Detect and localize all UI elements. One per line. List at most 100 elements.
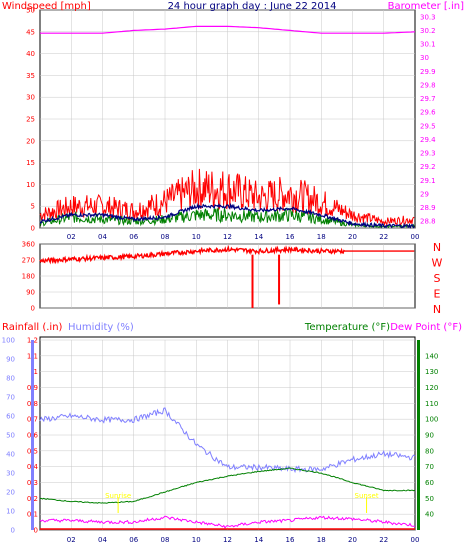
humidity-tick-label: 70 <box>6 394 15 402</box>
hour-tick-label: 08 <box>161 536 170 544</box>
temperature-line <box>39 467 416 504</box>
humidity-axis-label: Humidity (%) <box>68 322 134 333</box>
hour-tick-label: 20 <box>348 536 357 544</box>
barometer-tick-label: 28.8 <box>420 218 436 226</box>
hour-tick-label: 02 <box>67 536 76 544</box>
temperature-tick-label: 70 <box>425 463 434 471</box>
rain-axis-label: Rainfall (.in) <box>2 322 63 333</box>
barometer-axis-label: Barometer [.in] <box>388 1 464 12</box>
dewpoint-axis-label: Dew Point (°F) <box>390 322 462 333</box>
direction-left-ticks: 0 90 180 270 360 <box>22 241 35 313</box>
barometer-right-ticks: 28.8 28.9 29 29.1 29.2 29.3 29.4 29.5 29.6 29.7 29… <box>420 13 436 225</box>
direction-line <box>39 244 415 265</box>
direction-tick-label: 90 <box>26 289 35 297</box>
temperature-tick-label: 110 <box>425 400 438 408</box>
wind-series <box>39 25 416 229</box>
humidity-tick-label: 60 <box>6 413 15 421</box>
barometer-tick-label: 29.7 <box>420 95 436 103</box>
temperature-tick-label: 120 <box>425 384 438 392</box>
barometer-tick-label: 28.9 <box>420 204 436 212</box>
hour-tick-label: 00 <box>411 233 420 241</box>
hour-tick-label: 20 <box>348 233 357 241</box>
barometer-tick-label: 29.9 <box>420 68 436 76</box>
humidity-tick-label: 90 <box>6 356 15 364</box>
direction-series <box>39 244 415 308</box>
hour-tick-label: 22 <box>379 233 388 241</box>
chart-title: 24 hour graph day : June 22 2014 <box>168 1 337 12</box>
hour-tick-label: 14 <box>254 233 263 241</box>
barometer-line <box>40 25 416 34</box>
hour-tick-label: 22 <box>379 536 388 544</box>
wind_green-line <box>39 207 415 229</box>
compass-label: N <box>433 241 441 254</box>
hour-tick-label: 14 <box>254 536 263 544</box>
rain-panel-series: Sunrise Sunset <box>39 407 416 530</box>
wind-axis-label: Windspeed [mph] <box>2 1 91 12</box>
wind-tick-label: 25 <box>26 116 35 124</box>
temperature-tick-label: 40 <box>425 511 434 519</box>
barometer-tick-label: 30.3 <box>420 13 436 21</box>
humidity-tick-label: 100 <box>2 337 15 345</box>
temperature-tick-label: 50 <box>425 495 434 503</box>
temperature-axis-bar <box>417 340 420 530</box>
wind-tick-label: 15 <box>26 159 35 167</box>
barometer-tick-label: 30.2 <box>420 27 436 35</box>
barometer-tick-label: 30.1 <box>420 41 436 49</box>
humidity-left-ticks: 0 10 20 30 40 50 60 70 80 90 100 <box>2 337 15 535</box>
temperature-tick-label: 60 <box>425 479 434 487</box>
rain-grid <box>40 339 415 531</box>
direction-tick-label: 180 <box>22 273 35 281</box>
hour-tick-label: 02 <box>67 233 76 241</box>
temperature-tick-label: 90 <box>425 432 434 440</box>
temperature-tick-label: 140 <box>425 352 438 360</box>
direction-tick-label: 0 <box>31 305 35 313</box>
humidity-tick-label: 80 <box>6 375 15 383</box>
compass-label: E <box>434 288 441 301</box>
wind-tick-label: 30 <box>26 94 35 102</box>
humidity-tick-label: 30 <box>6 470 15 478</box>
wind-tick-label: 40 <box>26 50 35 58</box>
rain-x-ticks: 02 04 06 08 10 12 14 16 18 20 22 00 <box>67 536 420 544</box>
hour-tick-label: 10 <box>192 536 201 544</box>
hour-tick-label: 10 <box>192 233 201 241</box>
barometer-tick-label: 29 <box>420 190 429 198</box>
compass-label: S <box>434 272 441 285</box>
temperature-axis-label: Temperature (°F) <box>304 322 390 333</box>
rain-tick-label: 1 <box>34 368 38 376</box>
hour-tick-label: 08 <box>161 233 170 241</box>
temperature-tick-label: 130 <box>425 368 438 376</box>
compass-label: N <box>433 303 441 316</box>
barometer-tick-label: 29.3 <box>420 150 436 158</box>
temperature-tick-label: 100 <box>425 416 438 424</box>
direction-tick-label: 360 <box>22 241 35 249</box>
humidity-tick-label: 40 <box>6 451 15 459</box>
hour-tick-label: 04 <box>98 536 107 544</box>
wind-tick-label: 50 <box>26 7 35 15</box>
hour-tick-label: 12 <box>223 536 232 544</box>
hour-tick-label: 16 <box>286 536 295 544</box>
barometer-tick-label: 30 <box>420 54 429 62</box>
hour-tick-label: 06 <box>129 233 138 241</box>
wind-left-ticks: 0 5 10 15 20 25 30 35 40 45 50 <box>26 7 35 233</box>
humidity-tick-label: 10 <box>6 508 15 516</box>
gust-line <box>39 168 415 227</box>
wind-tick-label: 0 <box>31 225 35 233</box>
humidity-line <box>39 407 416 474</box>
sun-marker-label: Sunrise <box>105 492 131 500</box>
barometer-tick-label: 29.6 <box>420 109 436 117</box>
compass-label: W <box>432 257 443 270</box>
hour-tick-label: 18 <box>317 536 326 544</box>
wind-x-ticks: 02 04 06 08 10 12 14 16 18 20 22 00 <box>67 233 420 241</box>
barometer-tick-label: 29.4 <box>420 136 436 144</box>
temperature-right-ticks: 40 50 60 70 80 90 100 110 120 130 140 <box>425 352 438 518</box>
hour-tick-label: 06 <box>129 536 138 544</box>
barometer-tick-label: 29.2 <box>420 163 436 171</box>
hour-tick-label: 04 <box>98 233 107 241</box>
hour-tick-label: 16 <box>286 233 295 241</box>
wind-tick-label: 20 <box>26 137 35 145</box>
avg_wind-line <box>39 202 415 229</box>
hour-tick-label: 12 <box>223 233 232 241</box>
barometer-tick-label: 29.8 <box>420 81 436 89</box>
wind-tick-label: 35 <box>26 72 35 80</box>
